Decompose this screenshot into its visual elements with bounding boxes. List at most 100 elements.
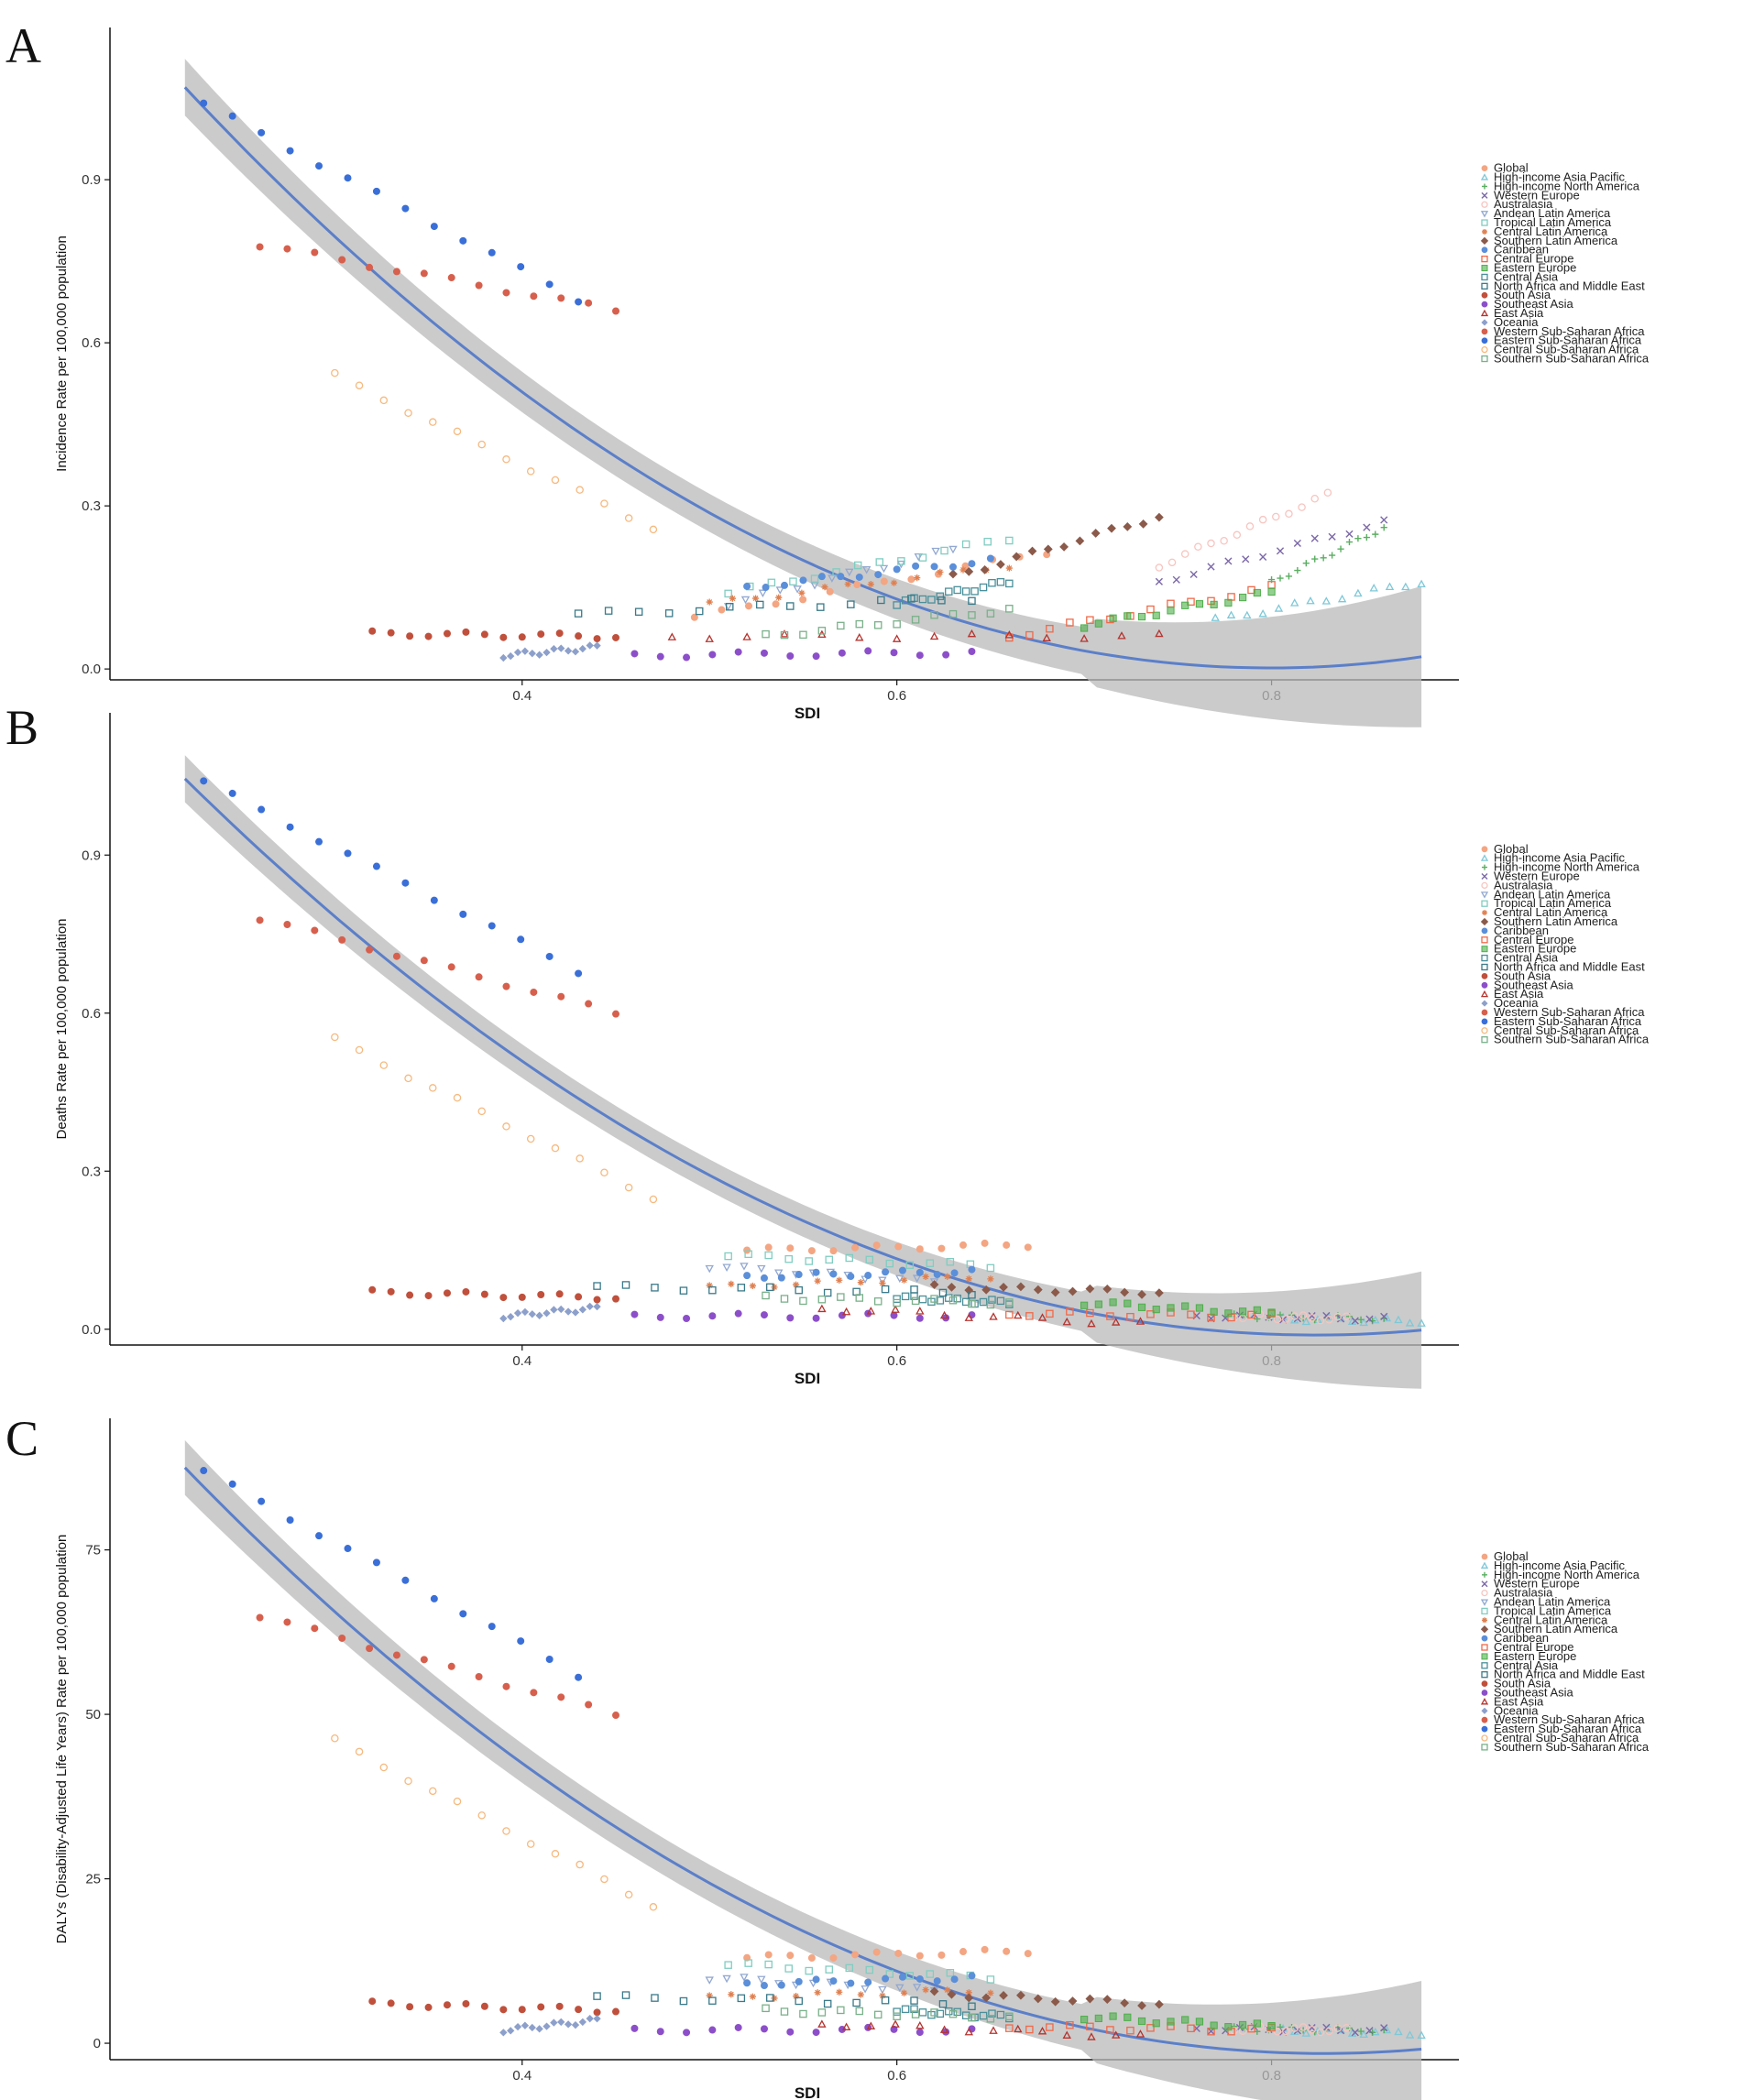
data-point: [1085, 1284, 1095, 1294]
legend-key: [1481, 282, 1488, 290]
legend-key: [1481, 246, 1488, 254]
data-point: [897, 557, 905, 565]
data-point: [649, 525, 658, 534]
data-point: [612, 1010, 620, 1018]
data-point: [462, 628, 470, 636]
data-point: [967, 629, 977, 638]
data-point: [1321, 596, 1332, 605]
data-point: [812, 1314, 820, 1322]
legend-entry: South Asia: [1494, 968, 1551, 982]
data-point: [338, 256, 346, 264]
data-point: [882, 1974, 890, 1983]
series-western-sub-saharan-africa: [256, 916, 620, 1018]
series-australasia: [1230, 2022, 1351, 2037]
data-point: [1308, 2023, 1316, 2032]
data-point: [286, 823, 294, 831]
data-point: [1024, 1950, 1032, 1958]
data-point: [1124, 2013, 1132, 2021]
data-point: [959, 566, 967, 574]
data-point: [1285, 573, 1293, 580]
legend-key: [1481, 1553, 1488, 1560]
data-point: [829, 1270, 838, 1278]
legend-entry: Andean Latin America: [1494, 887, 1611, 901]
data-point: [1394, 2027, 1403, 2036]
data-point: [937, 1951, 946, 1959]
series-southern-sub-saharan-africa: [762, 1291, 1014, 1309]
data-point: [930, 2008, 938, 2017]
data-point: [593, 2008, 601, 2017]
data-point: [1224, 557, 1233, 565]
legend-key: [1481, 981, 1488, 989]
data-point: [593, 635, 601, 643]
data-point: [1091, 529, 1101, 538]
data-point: [926, 1259, 935, 1267]
data-point: [959, 1948, 968, 1956]
series-caribbean: [743, 1972, 976, 1990]
data-point: [571, 648, 580, 656]
legend-entry: Tropical Latin America: [1494, 896, 1612, 910]
data-point: [725, 602, 734, 611]
data-point: [586, 2014, 594, 2023]
data-point: [1137, 2017, 1146, 2026]
data-point: [392, 268, 400, 276]
data-point: [1181, 601, 1189, 609]
data-point: [1117, 631, 1126, 640]
data-point: [499, 2029, 508, 2037]
data-point: [817, 573, 826, 581]
data-point: [1258, 515, 1267, 524]
data-point: [1308, 1314, 1316, 1322]
trend-line: [183, 777, 1422, 1337]
data-point: [526, 467, 535, 476]
data-point: [1294, 566, 1301, 574]
data-point: [705, 1976, 714, 1985]
data-point: [1172, 575, 1180, 584]
panel-letter: C: [5, 1411, 38, 1466]
data-point: [757, 1264, 766, 1274]
data-point: [708, 1285, 717, 1295]
data-point: [812, 652, 820, 661]
data-point: [1274, 604, 1284, 612]
y-tick-label: 25: [85, 1872, 101, 1887]
series-south-asia: [368, 1285, 620, 1304]
legend-entry: High-income Asia Pacific: [1494, 170, 1626, 184]
data-point: [593, 1282, 601, 1290]
data-point: [855, 2007, 864, 2016]
data-point: [851, 1243, 860, 1252]
data-point: [817, 603, 825, 611]
data-point: [256, 1613, 264, 1622]
data-point: [535, 1311, 543, 1319]
data-point: [864, 1978, 872, 1986]
data-point: [530, 1689, 538, 1697]
data-point: [1328, 532, 1336, 541]
data-point: [1137, 1289, 1146, 1299]
legend-key: [1481, 219, 1488, 226]
series-southeast-asia: [630, 1309, 976, 1322]
data-point: [1380, 1312, 1388, 1320]
data-point: [766, 1994, 774, 2002]
series-high-income-asia-pacific: [1211, 579, 1426, 621]
y-tick-label: 0.6: [82, 1006, 101, 1022]
data-point: [1180, 550, 1189, 558]
data-point: [528, 2023, 536, 2032]
data-point: [953, 585, 961, 595]
data-point: [537, 1290, 545, 1298]
data-point: [949, 563, 958, 571]
legend-entry: Southeast Asia: [1494, 297, 1573, 311]
data-point: [1059, 542, 1069, 552]
data-point: [1354, 588, 1363, 597]
data-point: [1343, 1312, 1351, 1321]
data-point: [756, 600, 764, 609]
data-point: [823, 1999, 832, 2008]
data-point: [771, 1284, 778, 1291]
data-point: [1005, 2024, 1014, 2032]
data-point: [737, 1994, 746, 2003]
data-point: [996, 2010, 1005, 2019]
data-point: [575, 2006, 583, 2014]
data-point: [338, 935, 346, 944]
data-point: [651, 1994, 659, 2002]
data-point: [911, 1296, 920, 1306]
legend-key: [1481, 328, 1488, 335]
series-east-asia: [817, 1304, 1146, 1328]
data-point: [1086, 616, 1094, 624]
data-point: [948, 2009, 958, 2018]
